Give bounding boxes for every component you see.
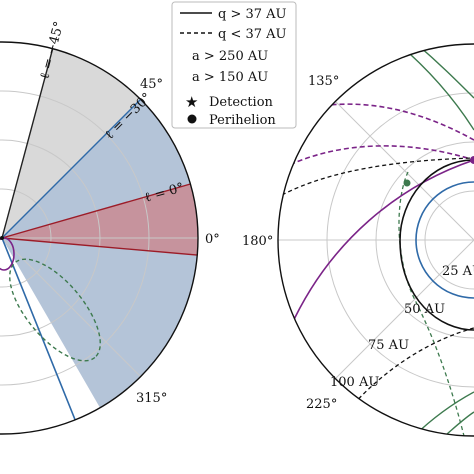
orbit-green-dashed: [398, 171, 466, 436]
right-angle-label-135: 135°: [308, 74, 339, 89]
legend: q > 37 AU q < 37 AU a > 250 AU a > 150 A…: [171, 1, 297, 129]
radial-label-25: 25 AU: [442, 264, 474, 279]
orbit-black-dashed: [281, 157, 474, 196]
radial-label-100: 100 AU: [330, 375, 379, 390]
wedge-edge-red-upper: [1, 183, 191, 239]
left-axis-circle: [0, 41, 199, 435]
legend-label-q-gt-37: q > 37 AU: [218, 7, 287, 22]
orbit-purple-dashed-2: [299, 103, 474, 141]
legend-label-a-gt-250: a > 250 AU: [192, 49, 268, 64]
radial-label-50: 50 AU: [404, 302, 445, 317]
orbit-purple-solid: [289, 159, 474, 329]
wedge-edge-blue-lower: [1, 237, 81, 433]
orbit-green-dashed: [9, 258, 101, 362]
legend-label-perihelion: Perihelion: [209, 113, 276, 128]
right-grid-spoke: [335, 101, 474, 241]
wedge-edge-black: [1, 48, 54, 239]
perihelion-marker-purple: [470, 156, 474, 164]
legend-star-icon: ★: [185, 93, 198, 111]
right-grid-spoke: [335, 239, 474, 379]
right-axis-circle: [277, 43, 474, 437]
right-angle-label-180: 180°: [242, 234, 273, 249]
left-angle-label-0: 0°: [205, 232, 220, 247]
sun-marker: [0, 236, 4, 240]
right-grid: [278, 92, 474, 388]
orbit-purple-dashed-1: [282, 145, 474, 169]
legend-label-detection: Detection: [209, 95, 274, 110]
reference-circle-blue: [415, 181, 474, 299]
right-angle-label-225: 225°: [306, 397, 337, 412]
wedge-fill-l-minus30: [2, 99, 198, 408]
left-angle-label-315: 315°: [136, 391, 167, 406]
perihelion-marker-green: [403, 179, 411, 187]
legend-label-a-gt-150: a > 150 AU: [192, 70, 268, 85]
left-polar-panel: ℓ = −45° ℓ = −30° ℓ = 0° 45° 0° 315°: [0, 20, 220, 435]
wedge-edge-blue-upper: [1, 98, 142, 239]
left-grid-spoke: [1, 237, 141, 377]
left-angle-label-45: 45°: [140, 77, 163, 92]
legend-dot-icon: [187, 114, 197, 124]
orbit-black-solid: [399, 159, 474, 331]
wedge-edge-red-lower: [1, 237, 198, 256]
legend-label-q-lt-37: q < 37 AU: [218, 27, 287, 42]
orbit-green-solid-1: [393, 44, 474, 131]
wedge-fill-l-minus45: [2, 48, 141, 239]
orbit-green-solid-2: [411, 44, 474, 99]
orbit-green-solid-4: [439, 411, 474, 436]
radial-label-75: 75 AU: [368, 338, 409, 353]
